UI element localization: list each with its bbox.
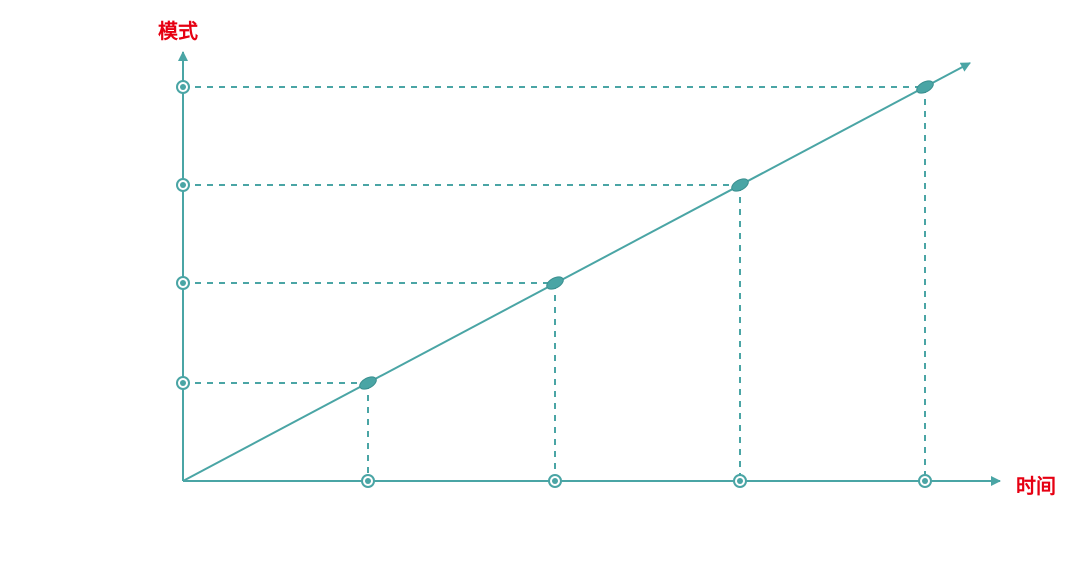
- x-tick-1: [549, 475, 561, 487]
- data-point-3: [915, 78, 936, 95]
- x-tick-0: [362, 475, 374, 487]
- y-tick-0: [177, 377, 189, 389]
- x-axis-label: 时间: [1016, 470, 1056, 499]
- data-point-2: [730, 176, 751, 193]
- y-axis-label: 模式: [158, 15, 198, 44]
- x-tick-2: [734, 475, 746, 487]
- chart-container: { "chart": { "type": "line", "width": 10…: [0, 0, 1080, 570]
- data-point-0: [358, 374, 379, 391]
- chart-svg: [0, 0, 1080, 570]
- data-point-1: [545, 274, 566, 291]
- x-tick-3: [919, 475, 931, 487]
- trend-line: [183, 63, 970, 481]
- y-tick-2: [177, 179, 189, 191]
- y-tick-3: [177, 81, 189, 93]
- y-tick-1: [177, 277, 189, 289]
